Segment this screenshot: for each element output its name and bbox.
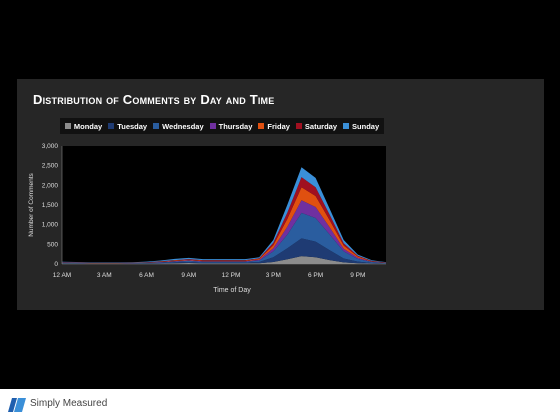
x-tick-label: 12 AM [53,272,71,279]
area-series-wednesday [62,212,386,264]
y-tick-label: 2,000 [42,182,59,189]
y-tick-label: 3,000 [42,143,59,150]
y-tick-label: 1,500 [42,202,59,209]
x-tick-label: 6 AM [139,272,154,279]
footer-bar: Simply Measured [0,389,560,420]
chart-axes: 0 500 1,000 1,500 2,000 2,500 3,000 12 AM 3 AM 6 … [42,143,386,279]
x-tick-label: 9 AM [181,272,196,279]
chart-areas [62,167,386,264]
legend-swatch [153,123,160,129]
y-tick-label: 0 [54,261,58,268]
x-tick-label: 3 AM [97,272,112,279]
y-tick-label: 500 [47,241,58,248]
legend-item-sunday: Sunday [343,122,379,131]
legend-item-thursday: Thursday [209,121,253,131]
chart-title: Distribution of Comments by Day and Time [33,92,275,107]
legend-item-tuesday: Tuesday [108,122,147,131]
legend-label: Saturday [304,121,338,131]
y-tick-label: 1,000 [42,222,59,229]
legend-swatch [209,123,216,129]
legend-swatch [64,123,71,129]
chart-legend: Monday Tuesday Wednesday Thursday Friday Satu… [60,118,384,134]
legend-label: Sunday [352,121,380,131]
legend-label: Monday [73,121,103,131]
legend-label: Wednesday [162,121,204,131]
x-tick-label: 9 PM [350,272,365,279]
legend-item-saturday: Saturday [295,121,338,131]
legend-swatch [295,123,302,129]
x-tick-label: 6 PM [308,272,323,279]
legend-item-monday: Monday [64,121,103,131]
y-axis-label: Number of Comments [28,172,35,236]
legend-item-friday: Friday [258,122,290,131]
x-axis-label: Time of Day [213,287,251,294]
legend-swatch [343,123,350,129]
y-tick-label: 2,500 [42,163,59,170]
legend-item-wednesday: Wednesday [153,122,204,131]
simply-measured-logo-icon [8,398,26,412]
legend-label: Thursday [218,121,253,131]
footer-brand: Simply Measured [30,398,108,409]
area-series-monday [62,256,386,264]
legend-label: Friday [267,121,290,131]
legend-swatch [108,123,115,129]
legend-label: Tuesday [117,121,148,131]
area-series-tuesday [62,238,386,264]
x-tick-label: 12 PM [222,272,241,279]
legend-swatch [258,123,265,129]
x-tick-label: 3 PM [266,272,281,279]
